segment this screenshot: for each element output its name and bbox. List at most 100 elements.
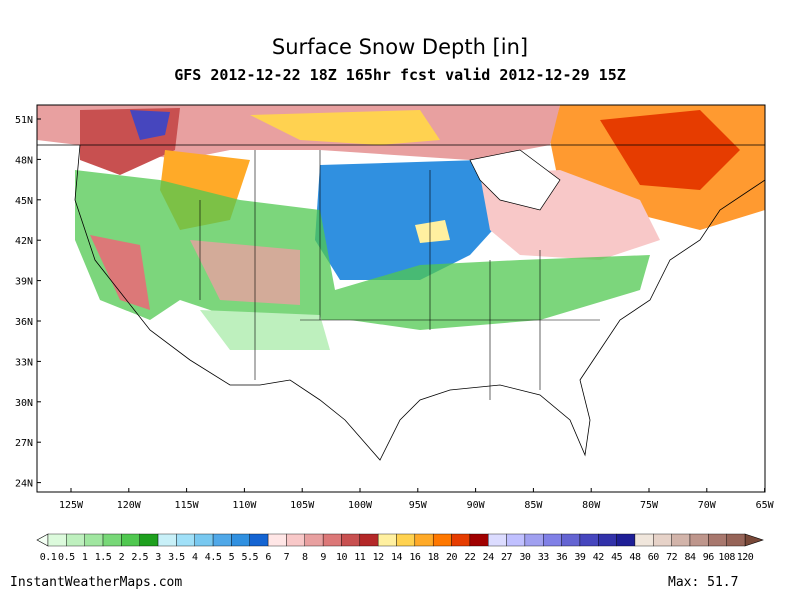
colorbar-box (414, 533, 434, 547)
colorbar-label: 14 (391, 552, 403, 563)
colorbar-box (616, 533, 636, 547)
lat-label: 33N (15, 357, 33, 368)
colorbar-box (47, 533, 67, 547)
snow-region (90, 235, 150, 310)
lat-label: 24N (15, 479, 33, 490)
colorbar-box (212, 533, 232, 547)
colorbar-label: 18 (428, 552, 440, 563)
colorbar: 0.1 0.5 1 1.5 2 2.5 3 3.5 4 4.5 5 5.5 6 7 8 9 10 11 12 14 16… (36, 533, 764, 563)
snow-region (315, 160, 520, 280)
colorbar-box (194, 533, 214, 547)
title: Surface Snow Depth [in] (272, 35, 528, 59)
colorbar-box (377, 533, 397, 547)
lon-label: 105W (290, 500, 315, 511)
snow-region (130, 110, 170, 140)
colorbar-label: 12 (373, 552, 385, 563)
colorbar-box (598, 533, 617, 547)
lon-label: 120W (117, 500, 142, 511)
colorbar-box (708, 533, 727, 547)
colorbar-label: 60 (648, 552, 660, 563)
colorbar-box (231, 533, 250, 547)
max-value: Max: 51.7 (668, 575, 738, 590)
colorbar-high-arrow (744, 533, 764, 547)
colorbar-box (579, 533, 599, 547)
snow-region (200, 310, 330, 350)
coastline (37, 144, 766, 461)
lon-label: 65W (756, 500, 775, 511)
lat-label: 51N (15, 115, 33, 126)
colorbar-box (304, 533, 324, 547)
colorbar-label: 20 (446, 552, 458, 563)
colorbar-box (488, 533, 507, 547)
colorbar-box (396, 533, 416, 547)
colorbar-label: 2 (119, 552, 125, 563)
colorbar-box (66, 533, 85, 547)
colorbar-label: 2.5 (131, 552, 148, 563)
colorbar-label: 10 (336, 552, 348, 563)
colorbar-label: 33 (538, 552, 550, 563)
colorbar-box (84, 533, 104, 547)
lat-label: 42N (15, 236, 33, 247)
colorbar-label: 5 (229, 552, 235, 563)
colorbar-label: 16 (409, 552, 421, 563)
colorbar-box (157, 533, 177, 547)
colorbar-label: 84 (684, 552, 696, 563)
colorbar-label: 8 (302, 552, 308, 563)
lon-label: 125W (59, 500, 84, 511)
colorbar-label: 120 (737, 552, 754, 563)
lon-label: 90W (467, 500, 486, 511)
colorbar-box (506, 533, 526, 547)
colorbar-label: 96 (703, 552, 715, 563)
colorbar-box (341, 533, 361, 547)
colorbar-box (121, 533, 140, 547)
colorbar-label: 1 (82, 552, 88, 563)
colorbar-box (451, 533, 471, 547)
colorbar-label: 3.5 (168, 552, 185, 563)
colorbar-box (322, 533, 342, 547)
lon-label: 115W (175, 500, 200, 511)
credit: InstantWeatherMaps.com (10, 575, 182, 590)
colorbar-label: 7 (284, 552, 290, 563)
colorbar-label: 4.5 (205, 552, 222, 563)
colorbar-label: 6 (265, 552, 271, 563)
colorbar-label: 39 (574, 552, 586, 563)
colorbar-label: 42 (593, 552, 605, 563)
colorbar-box (359, 533, 379, 547)
colorbar-label: 27 (501, 552, 513, 563)
colorbar-box (286, 533, 305, 547)
colorbar-box (432, 533, 452, 547)
snow-region (600, 110, 740, 190)
colorbar-label: 9 (320, 552, 326, 563)
lon-label: 100W (348, 500, 373, 511)
colorbar-label: 22 (464, 552, 476, 563)
colorbar-box (726, 533, 746, 547)
colorbar-label: 0.5 (58, 552, 75, 563)
lat-label: 45N (15, 196, 33, 207)
lon-label: 110W (232, 500, 257, 511)
snow-region (190, 240, 300, 305)
lat-label: 30N (15, 398, 33, 409)
lat-label: 27N (15, 438, 33, 449)
colorbar-box (634, 533, 654, 547)
colorbar-label: 30 (519, 552, 531, 563)
borders (199, 150, 600, 400)
colorbar-label: 48 (629, 552, 641, 563)
lon-axis: 125W 120W 115W 110W 105W 100W 95W 90W 85W 80W 75W 7… (59, 488, 775, 511)
lon-label: 95W (409, 500, 428, 511)
colorbar-box (561, 533, 581, 547)
colorbar-box (267, 533, 287, 547)
colorbar-box (139, 533, 159, 547)
colorbar-low-arrow (36, 533, 49, 547)
colorbar-box (249, 533, 269, 547)
lat-axis: 51N 48N 45N 42N 39N 36N 33N 30N 27N 24N (15, 115, 41, 490)
great-lakes (469, 149, 561, 211)
colorbar-box (543, 533, 562, 547)
colorbar-label: 1.5 (95, 552, 112, 563)
lat-label: 36N (15, 317, 33, 328)
colorbar-label: 24 (483, 552, 495, 563)
colorbar-box (689, 533, 709, 547)
lon-label: 80W (582, 500, 601, 511)
colorbar-box (176, 533, 195, 547)
